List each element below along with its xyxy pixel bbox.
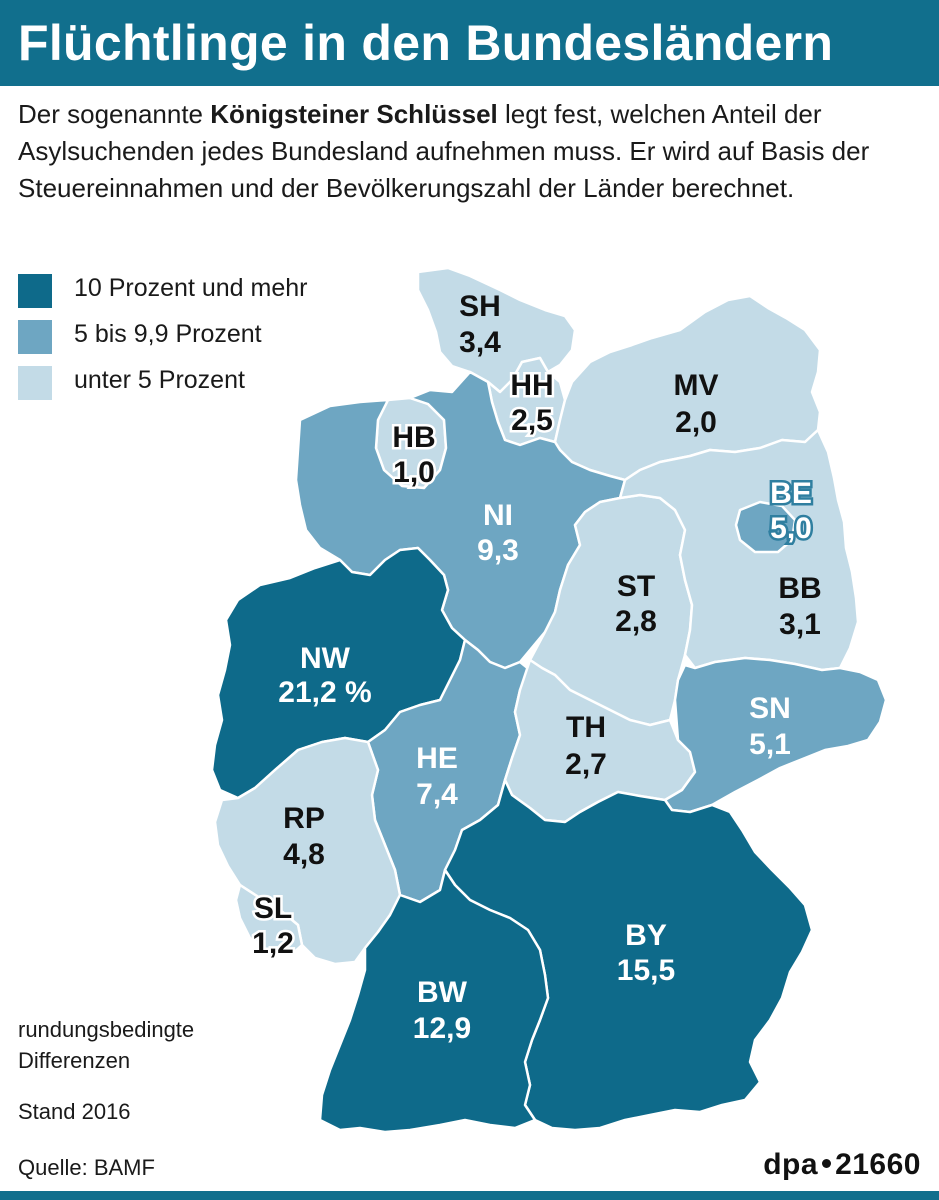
label-value-rp: 4,8 bbox=[283, 838, 325, 871]
source-note: Quelle: BAMF bbox=[18, 1155, 155, 1180]
label-value-ni: 9,3 bbox=[477, 534, 519, 567]
label-value-st: 2,8 bbox=[615, 605, 657, 638]
intro-text: Der sogenannte Königsteiner Schlüssel le… bbox=[18, 96, 918, 207]
intro-part1: Der sogenannte bbox=[18, 99, 211, 129]
label-value-sl: 1,2 bbox=[252, 927, 294, 960]
label-value-hb: 1,0 bbox=[393, 456, 435, 489]
credit-number: 21660 bbox=[835, 1148, 921, 1181]
state-shape-bw bbox=[318, 868, 550, 1134]
label-code-st: ST bbox=[617, 570, 655, 603]
state-shape-sn bbox=[663, 656, 888, 814]
label-code-mv: MV bbox=[674, 369, 719, 402]
state-shape-be bbox=[734, 500, 797, 554]
credit-dot-icon bbox=[822, 1158, 832, 1168]
label-code-sh: SH bbox=[459, 290, 501, 323]
label-code-by: BY bbox=[625, 919, 667, 952]
label-value-sn: 5,1 bbox=[749, 728, 791, 761]
rounding-note-line1: rundungsbedingte bbox=[18, 1017, 195, 1042]
label-value-mv: 2,0 bbox=[675, 406, 717, 439]
credit-agency: dpa bbox=[763, 1148, 819, 1181]
label-code-sn: SN bbox=[749, 692, 791, 725]
label-code-sl: SL bbox=[254, 892, 292, 925]
intro-part2: legt fest, welchen Anteil der Asylsuchen… bbox=[18, 99, 870, 203]
label-value-bw: 12,9 bbox=[413, 1012, 471, 1045]
legend-label-mid: 5 bis 9,9 Prozent bbox=[74, 320, 262, 348]
intro-bold: Königsteiner Schlüssel bbox=[210, 99, 498, 129]
legend-swatch-low bbox=[18, 366, 52, 400]
label-code-hh: HH bbox=[510, 369, 553, 402]
label-value-sh: 3,4 bbox=[459, 326, 501, 359]
stand-note: Stand 2016 bbox=[18, 1099, 131, 1124]
legend-label-low: unter 5 Prozent bbox=[74, 366, 245, 394]
label-code-be: BE bbox=[770, 477, 812, 510]
label-code-ni: NI bbox=[483, 499, 513, 532]
title-bar: Flüchtlinge in den Bundesländern bbox=[0, 0, 939, 86]
state-shape-sl bbox=[234, 883, 304, 958]
label-code-th: TH bbox=[566, 711, 606, 744]
rounding-note: rundungsbedingte Differenzen bbox=[18, 1014, 194, 1076]
page-title: Flüchtlinge in den Bundesländern bbox=[18, 15, 834, 71]
legend-swatch-mid bbox=[18, 320, 52, 354]
dpa-credit: dpa 21660 bbox=[763, 1148, 921, 1182]
title-divider bbox=[0, 86, 939, 89]
label-code-he: HE bbox=[416, 742, 458, 775]
legend-label-high: 10 Prozent und mehr bbox=[74, 274, 308, 302]
label-code-hb: HB bbox=[392, 421, 435, 454]
bottom-bar bbox=[0, 1191, 939, 1200]
label-value-hh: 2,5 bbox=[511, 404, 553, 437]
label-code-bb: BB bbox=[778, 572, 821, 605]
label-value-by: 15,5 bbox=[617, 954, 675, 987]
label-value-bb: 3,1 bbox=[779, 608, 821, 641]
label-code-rp: RP bbox=[283, 802, 325, 835]
label-value-nw: 21,2 % bbox=[278, 676, 371, 709]
label-value-be: 5,0 bbox=[770, 512, 812, 545]
state-shape-bb bbox=[618, 428, 860, 672]
legend-swatch-high bbox=[18, 274, 52, 308]
label-code-nw: NW bbox=[300, 642, 351, 675]
label-value-th: 2,7 bbox=[565, 748, 607, 781]
label-code-bw: BW bbox=[417, 976, 468, 1009]
rounding-note-line2: Differenzen bbox=[18, 1048, 131, 1073]
label-value-he: 7,4 bbox=[416, 778, 458, 811]
